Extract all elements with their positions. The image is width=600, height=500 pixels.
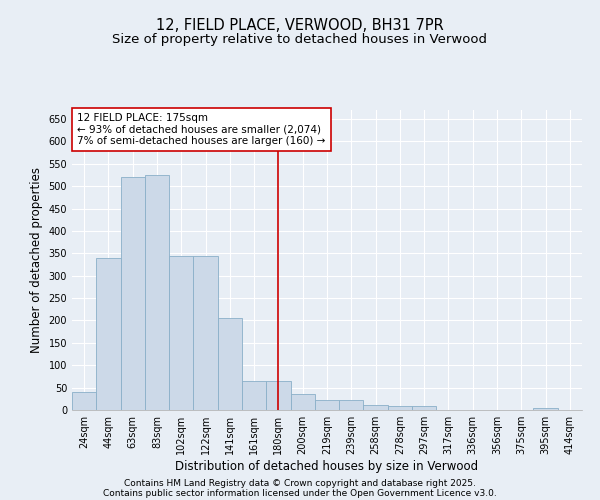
Bar <box>315 400 339 410</box>
Bar <box>169 256 193 410</box>
Bar <box>339 400 364 410</box>
X-axis label: Distribution of detached houses by size in Verwood: Distribution of detached houses by size … <box>175 460 479 473</box>
Bar <box>266 381 290 410</box>
Bar <box>96 258 121 410</box>
Text: Size of property relative to detached houses in Verwood: Size of property relative to detached ho… <box>113 32 487 46</box>
Bar <box>242 381 266 410</box>
Bar <box>533 408 558 410</box>
Bar <box>121 177 145 410</box>
Bar <box>218 318 242 410</box>
Bar <box>72 392 96 410</box>
Bar <box>290 394 315 410</box>
Text: 12 FIELD PLACE: 175sqm
← 93% of detached houses are smaller (2,074)
7% of semi-d: 12 FIELD PLACE: 175sqm ← 93% of detached… <box>77 113 325 146</box>
Text: Contains HM Land Registry data © Crown copyright and database right 2025.: Contains HM Land Registry data © Crown c… <box>124 478 476 488</box>
Bar <box>193 256 218 410</box>
Bar <box>412 406 436 410</box>
Text: 12, FIELD PLACE, VERWOOD, BH31 7PR: 12, FIELD PLACE, VERWOOD, BH31 7PR <box>156 18 444 32</box>
Text: Contains public sector information licensed under the Open Government Licence v3: Contains public sector information licen… <box>103 488 497 498</box>
Bar <box>364 404 388 410</box>
Bar <box>388 406 412 410</box>
Bar <box>145 175 169 410</box>
Y-axis label: Number of detached properties: Number of detached properties <box>30 167 43 353</box>
